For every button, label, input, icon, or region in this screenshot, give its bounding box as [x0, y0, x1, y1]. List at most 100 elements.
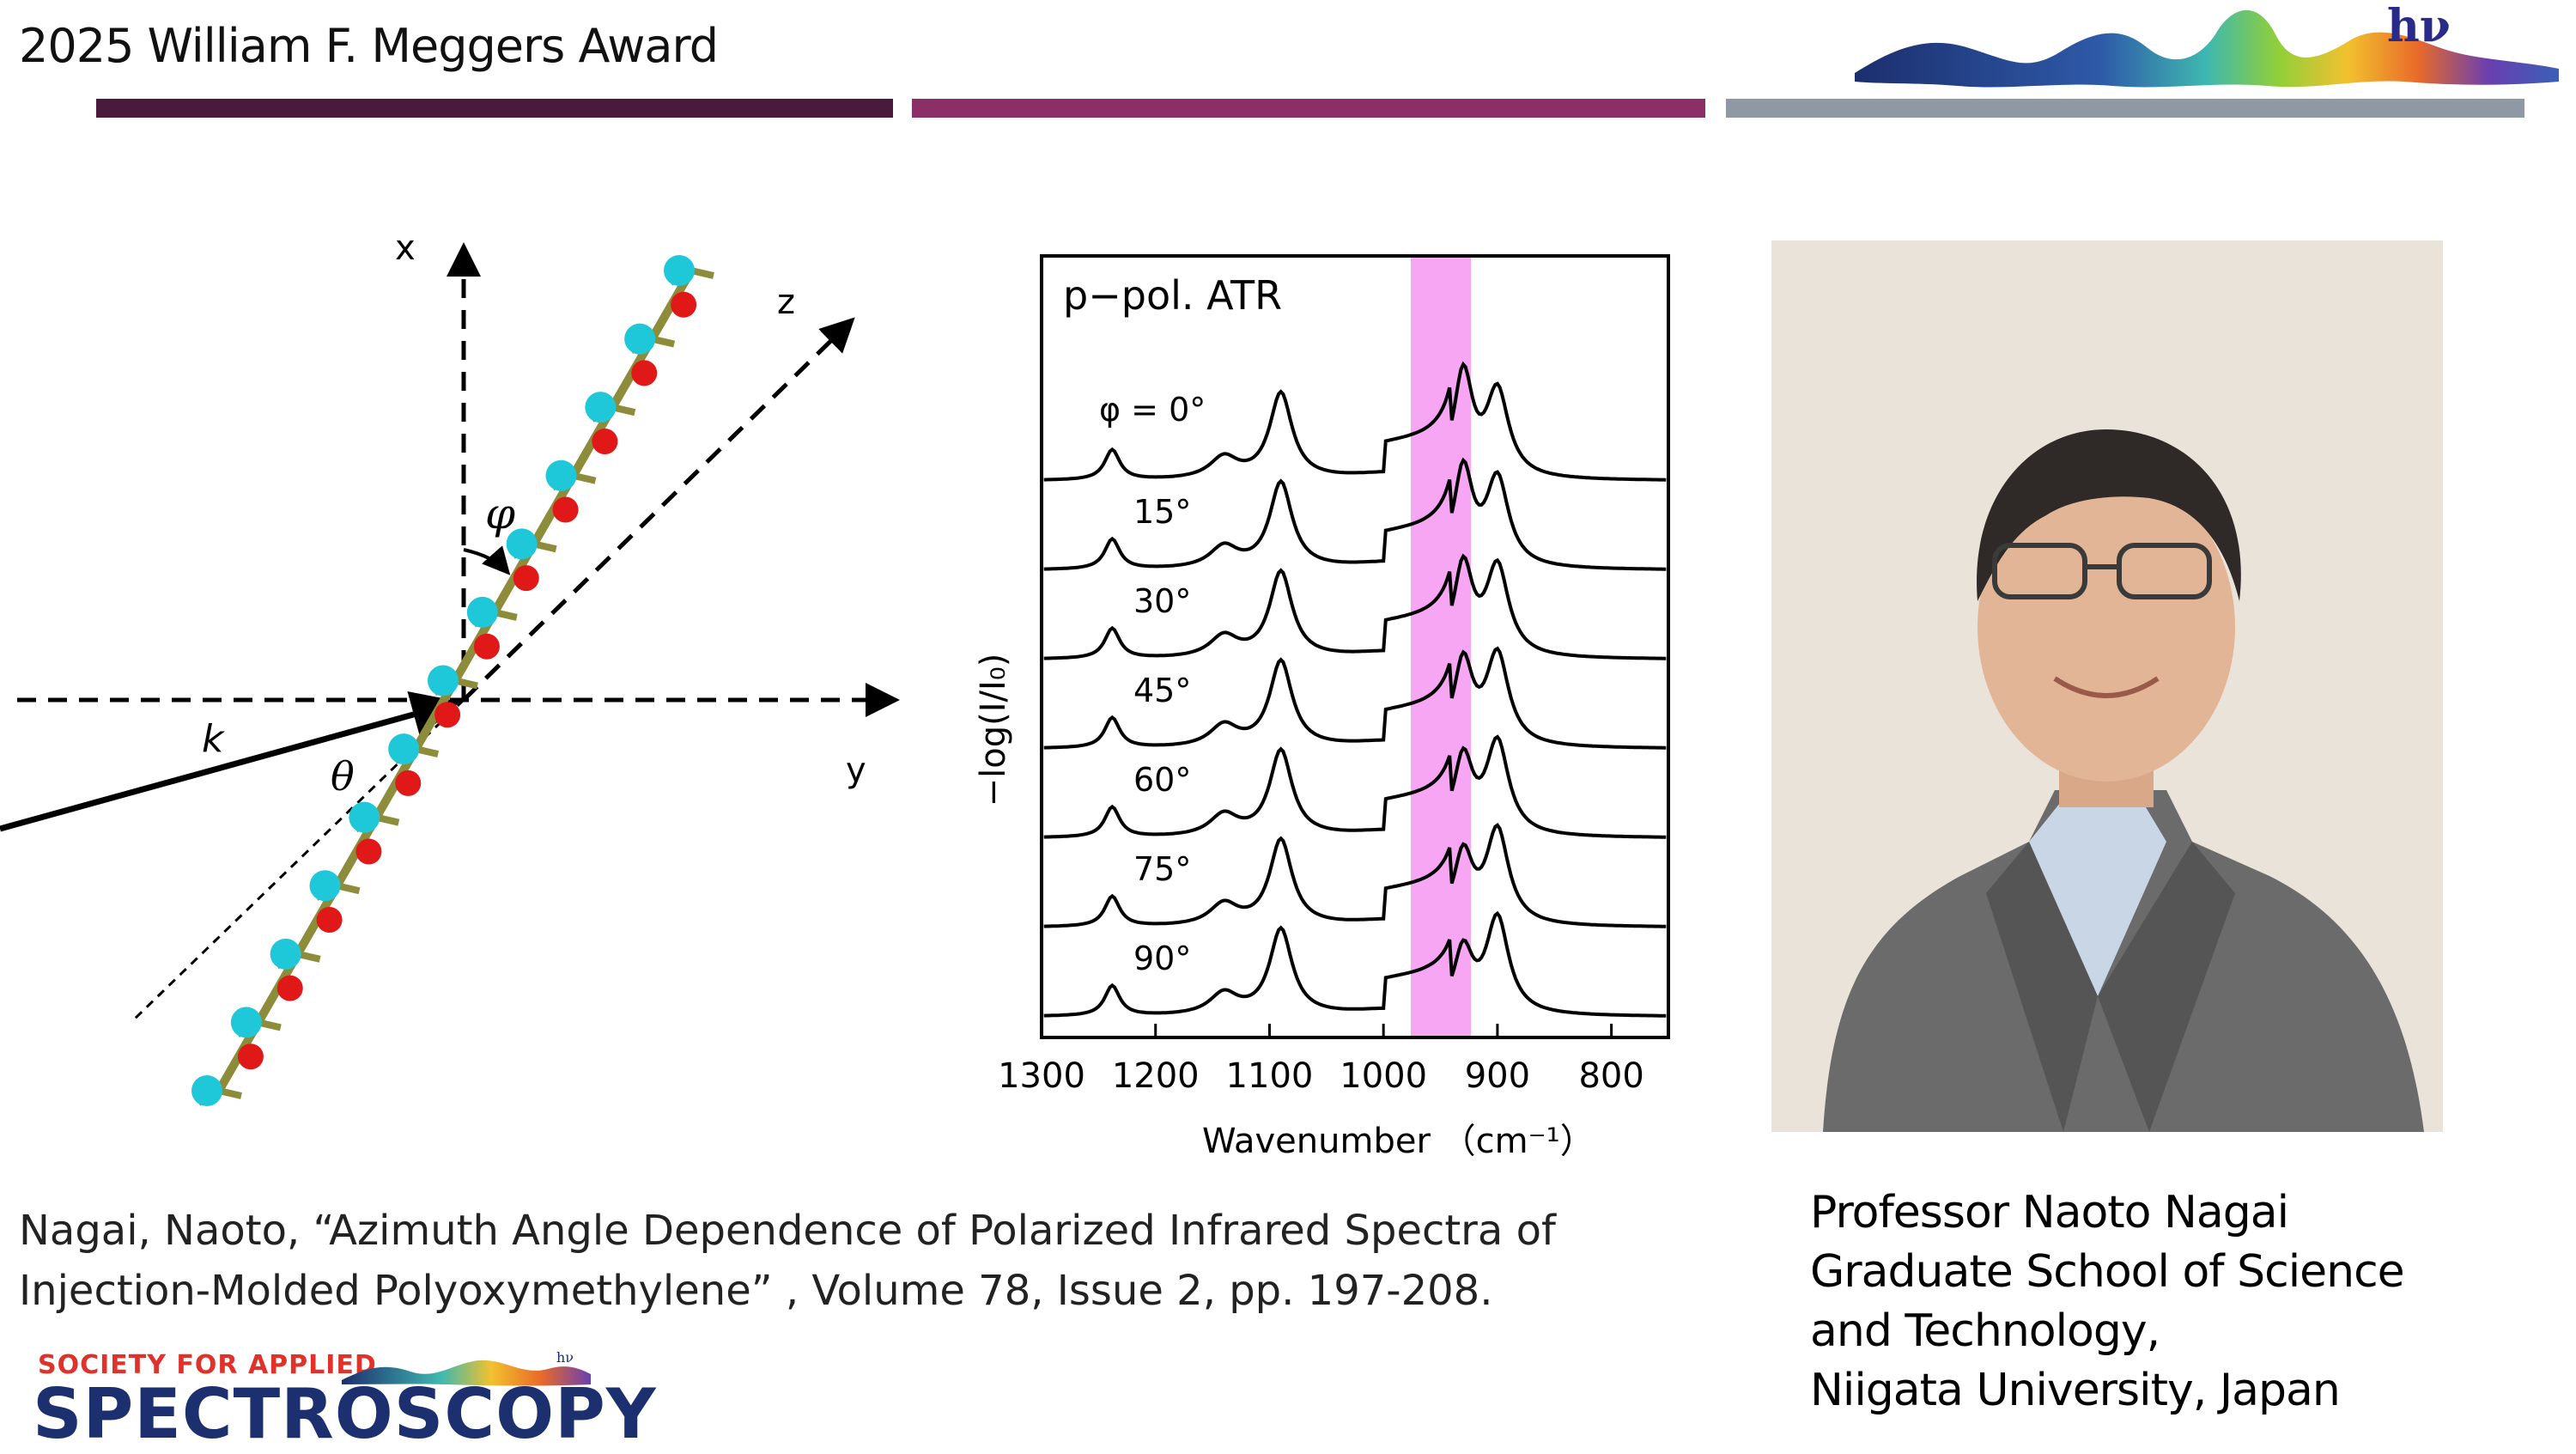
bond	[611, 404, 636, 417]
curve-label: 60°	[1133, 761, 1191, 799]
citation-line-2: Injection-Molded Polyoxymethylene” , Vol…	[19, 1267, 1493, 1315]
curve-label: 30°	[1133, 582, 1191, 620]
citation: Nagai, Naoto, “Azimuth Angle Dependence …	[19, 1201, 1650, 1321]
bond	[572, 471, 597, 484]
spectrum-curve	[1043, 361, 1667, 482]
carbon-atom	[309, 870, 341, 902]
curve-label: 75°	[1133, 850, 1191, 888]
x-tick-labels: 1300 1200 1100 1000 900 800	[998, 1056, 1644, 1096]
citation-line-1: Nagai, Naoto, “Azimuth Angle Dependence …	[19, 1207, 1556, 1255]
bond	[651, 335, 676, 348]
curve-label: 45°	[1133, 672, 1191, 709]
sas-logo-wave: hν	[342, 1350, 591, 1386]
oxygen-atom	[473, 633, 500, 660]
x-tick-label: 1100	[1226, 1056, 1314, 1096]
x-tick-label: 800	[1578, 1056, 1643, 1096]
bond	[257, 1019, 282, 1031]
oxygen-atom	[552, 496, 579, 523]
bond	[690, 267, 714, 279]
professor-photo	[1771, 240, 2443, 1132]
carbon-atom	[428, 665, 459, 697]
award-title: 2025 William F. Meggers Award	[19, 19, 719, 73]
header-bar-gray	[1726, 99, 2524, 118]
x-tick-label: 1000	[1340, 1056, 1427, 1096]
x-ticks	[1040, 1024, 1613, 1037]
spectrum-curve	[1043, 822, 1667, 928]
curve-label: 90°	[1133, 940, 1191, 977]
bond	[218, 1087, 242, 1099]
highlight-band	[1411, 256, 1471, 1037]
z-axis-label: z	[777, 283, 795, 322]
carbon-atom	[664, 255, 695, 286]
carbon-atom	[466, 596, 498, 628]
bond	[336, 882, 361, 895]
curve-label: 15°	[1133, 493, 1191, 531]
x-tick-label: 900	[1465, 1056, 1530, 1096]
caption-line-2: Graduate School of Science	[1810, 1246, 2405, 1298]
oxygen-atom	[395, 770, 422, 796]
bond	[454, 677, 478, 690]
carbon-atom	[270, 938, 301, 970]
caption-line-4: Niigata University, Japan	[1810, 1365, 2341, 1416]
oxygen-atom	[592, 428, 618, 454]
spectrum-curve	[1043, 910, 1667, 1018]
k-vector	[0, 690, 460, 832]
ir-spectra-panel: p−pol. ATR Wavenumber （cm⁻¹） −log(I/I₀) …	[974, 254, 1670, 1159]
spectrum-curve	[1043, 646, 1667, 750]
carbon-atom	[230, 1007, 262, 1038]
x-tick-label: 1200	[1112, 1056, 1200, 1096]
sas-logo: SOCIETY FOR APPLIED hν SPECTROSCOPY	[33, 1350, 656, 1454]
sas-logo-small-text: SOCIETY FOR APPLIED	[38, 1350, 377, 1380]
carbon-atom	[624, 323, 656, 355]
phi-arc	[463, 545, 511, 575]
carbon-atom	[506, 528, 538, 560]
carbon-atom	[388, 733, 420, 765]
carbon-atom	[585, 392, 617, 423]
oxygen-atom	[316, 907, 343, 934]
caption-line-3: and Technology,	[1810, 1305, 2160, 1357]
x-tick-label: 1300	[998, 1056, 1085, 1096]
carbon-atom	[545, 459, 577, 491]
bond	[375, 813, 400, 826]
oxygen-atom	[276, 975, 303, 1001]
curve-label: φ = 0°	[1099, 391, 1206, 429]
y-axis-title: −log(I/I₀)	[974, 654, 1013, 807]
carbon-atom	[349, 801, 380, 833]
oxygen-atom	[513, 565, 539, 592]
spectrum-wave-logo: hν	[1855, 0, 2559, 88]
spectra-header-label: p−pol. ATR	[1063, 272, 1282, 319]
plot-frame	[1040, 254, 1670, 1039]
oxygen-atom	[434, 702, 461, 728]
z-axis-line	[462, 317, 855, 702]
theta-label: θ	[331, 753, 355, 800]
x-axis-title: Wavenumber （cm⁻¹）	[1202, 1122, 1595, 1159]
header-bar-dark	[96, 99, 893, 118]
spectrum-curve	[1043, 734, 1667, 839]
molecule-orientation-diagram: x y z φ θ k	[0, 228, 900, 1106]
portrait-illustration	[1771, 240, 2443, 1132]
header-bar-mid	[912, 99, 1705, 118]
oxygen-atom	[237, 1043, 264, 1070]
y-axis-label: y	[846, 751, 866, 790]
sas-logo-big-text: SPECTROSCOPY	[33, 1374, 657, 1454]
k-label: k	[202, 717, 225, 761]
spectrum-curve	[1043, 553, 1667, 660]
spectrum-curve	[1043, 457, 1667, 571]
hv-logo-text: hν	[2387, 0, 2451, 52]
phi-label: φ	[485, 489, 515, 538]
oxygen-atom	[631, 360, 658, 386]
sas-hv-text: hν	[556, 1350, 574, 1366]
spectra-curves	[1043, 361, 1667, 1018]
professor-caption: Professor Naoto Nagai Graduate School of…	[1810, 1183, 2566, 1421]
bond	[532, 540, 557, 553]
curve-labels: φ = 0° 15° 30° 45° 60° 75° 90°	[1099, 391, 1206, 977]
bond	[415, 745, 440, 757]
oxygen-atom	[671, 291, 697, 318]
x-axis-label: x	[395, 228, 416, 268]
carbon-atom	[191, 1075, 222, 1106]
polymer-atoms	[191, 255, 714, 1106]
caption-line-1: Professor Naoto Nagai	[1810, 1187, 2289, 1238]
bond	[493, 609, 518, 621]
oxygen-atom	[355, 838, 382, 865]
bond	[296, 950, 321, 963]
